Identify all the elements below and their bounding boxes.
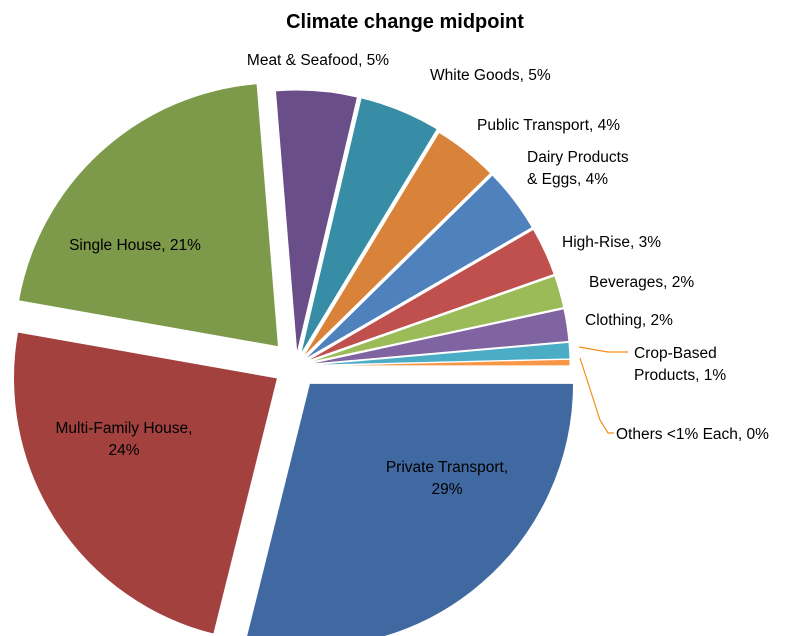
leader-line-others-1-each bbox=[579, 357, 614, 434]
slice-label-meat-seafood: Meat & Seafood, 5% bbox=[247, 52, 389, 69]
slice-label-single-house: Single House, 21% bbox=[69, 237, 201, 254]
leader-line-crop-based-products bbox=[578, 346, 628, 353]
slice-label-beverages: Beverages, 2% bbox=[589, 274, 694, 291]
pie-slice-dairy-products-eggs bbox=[303, 174, 533, 361]
slice-label-private-transport: Private Transport, 29% bbox=[386, 459, 508, 498]
pie-slice-meat-seafood bbox=[274, 89, 359, 355]
pie-slice-clothing bbox=[305, 308, 570, 366]
leader-lines bbox=[578, 346, 628, 434]
pie-slice-private-transport bbox=[246, 382, 575, 636]
slice-label-clothing: Clothing, 2% bbox=[585, 312, 673, 329]
slice-label-dairy-products-eggs: Dairy Products & Eggs, 4% bbox=[527, 149, 629, 188]
slice-label-crop-based-products: Crop-Based Products, 1% bbox=[634, 345, 726, 384]
pie-slice-white-goods bbox=[300, 97, 438, 356]
slice-label-white-goods: White Goods, 5% bbox=[430, 67, 551, 84]
chart-title: Climate change midpoint bbox=[286, 11, 524, 33]
slice-label-others-1-each: Others <1% Each, 0% bbox=[616, 426, 769, 443]
pie-slice-single-house bbox=[17, 83, 280, 348]
pie-slice-others-1-each bbox=[305, 358, 571, 367]
slice-label-multi-family-house: Multi-Family House, 24% bbox=[56, 420, 193, 459]
pie-slice-public-transport bbox=[301, 131, 492, 359]
slice-labels: Private Transport, 29% Multi-Family House,… bbox=[56, 52, 770, 498]
slice-label-high-rise: High-Rise, 3% bbox=[562, 234, 661, 251]
pie-slice-multi-family-house bbox=[13, 331, 279, 635]
slice-label-public-transport: Public Transport, 4% bbox=[477, 117, 620, 134]
pie-slice-beverages bbox=[305, 275, 565, 364]
pie-slices bbox=[13, 83, 575, 636]
pie-slice-high-rise bbox=[304, 228, 555, 363]
